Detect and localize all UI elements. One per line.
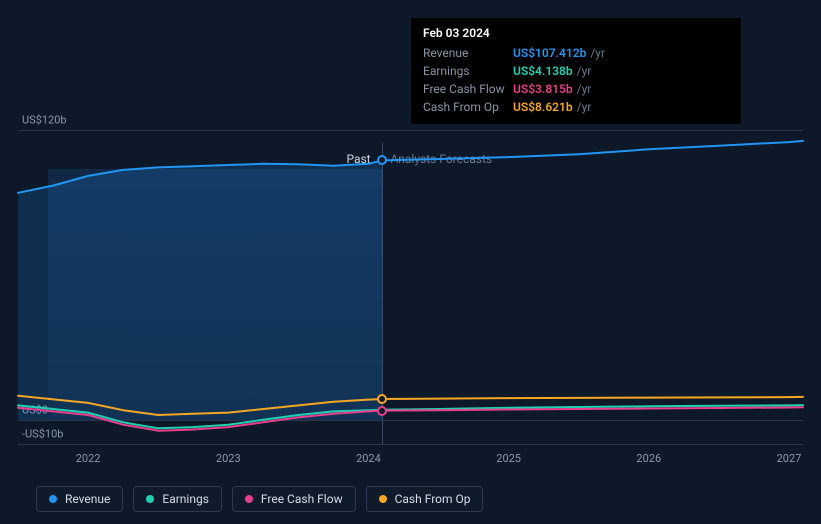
- revenue-area-fill: [18, 160, 382, 419]
- tooltip-row: Free Cash FlowUS$3.815b/yr: [423, 80, 729, 98]
- revenue-marker: [377, 155, 387, 165]
- cfo-marker: [377, 394, 387, 404]
- tooltip-value: US$4.138b: [513, 62, 573, 80]
- legend-item-free-cash-flow[interactable]: Free Cash Flow: [232, 486, 356, 512]
- tooltip-key: Free Cash Flow: [423, 80, 513, 98]
- fcf-marker: [377, 406, 387, 416]
- legend-label: Cash From Op: [395, 492, 471, 506]
- legend-dot: [49, 495, 57, 503]
- legend-label: Free Cash Flow: [261, 492, 343, 506]
- legend-item-revenue[interactable]: Revenue: [36, 486, 123, 512]
- tooltip-key: Earnings: [423, 62, 513, 80]
- tooltip-row: EarningsUS$4.138b/yr: [423, 62, 729, 80]
- legend-item-cash-from-op[interactable]: Cash From Op: [366, 486, 484, 512]
- legend-label: Revenue: [65, 492, 110, 506]
- tooltip-key: Revenue: [423, 44, 513, 62]
- legend-dot: [245, 495, 253, 503]
- tooltip-row: Cash From OpUS$8.621b/yr: [423, 98, 729, 116]
- data-tooltip: Feb 03 2024 RevenueUS$107.412b/yrEarning…: [411, 18, 741, 124]
- tooltip-unit: /yr: [577, 98, 592, 116]
- tooltip-value: US$107.412b: [513, 44, 586, 62]
- tooltip-row: RevenueUS$107.412b/yr: [423, 44, 729, 62]
- legend-dot: [379, 495, 387, 503]
- legend-item-earnings[interactable]: Earnings: [133, 486, 222, 512]
- tooltip-value: US$8.621b: [513, 98, 573, 116]
- legend-dot: [146, 495, 154, 503]
- tooltip-unit: /yr: [577, 80, 592, 98]
- tooltip-unit: /yr: [577, 62, 592, 80]
- tooltip-key: Cash From Op: [423, 98, 513, 116]
- legend: Revenue Earnings Free Cash Flow Cash From O…: [36, 486, 483, 512]
- tooltip-date: Feb 03 2024: [423, 26, 729, 40]
- legend-label: Earnings: [162, 492, 209, 506]
- financial-chart: US$120bUS$0-US$10b 202220232024202520262…: [18, 0, 803, 524]
- tooltip-value: US$3.815b: [513, 80, 573, 98]
- tooltip-unit: /yr: [590, 44, 605, 62]
